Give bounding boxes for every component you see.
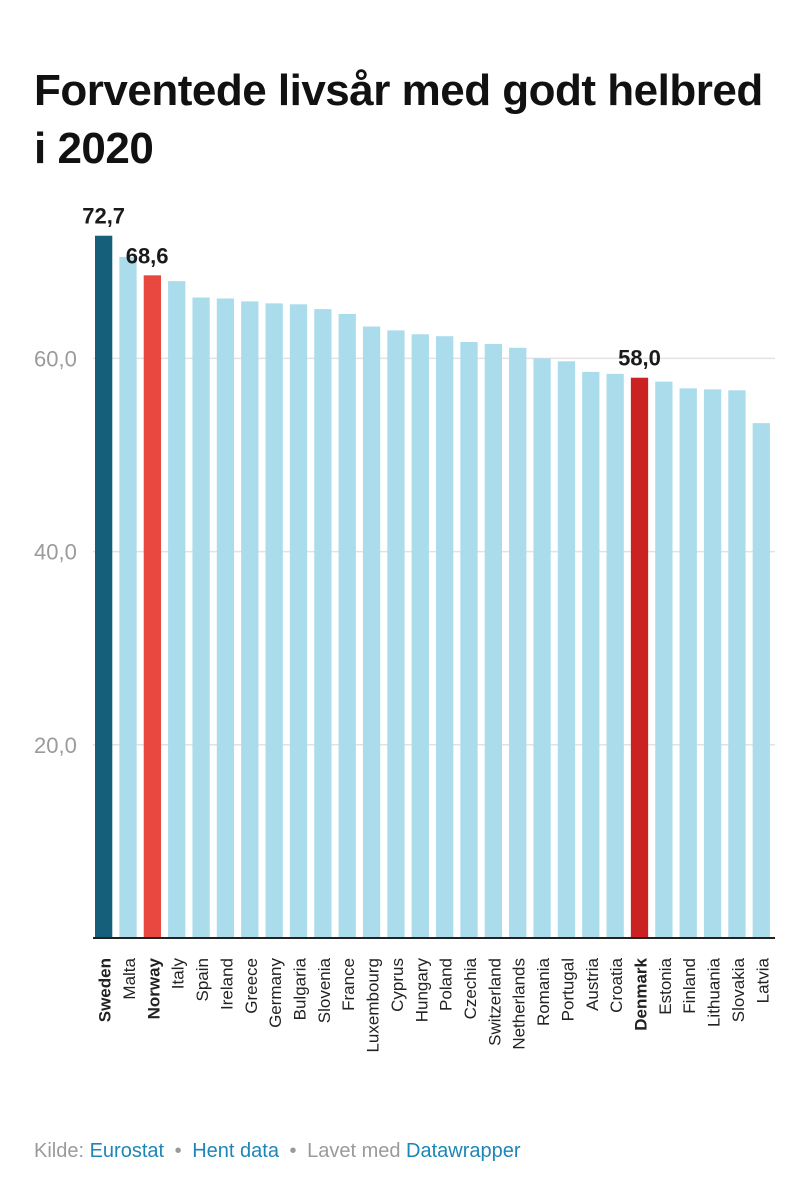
x-tick-label: Finland <box>680 958 699 1014</box>
x-tick-label: Denmark <box>632 957 651 1030</box>
bar-spain[interactable] <box>192 297 210 938</box>
bar-poland[interactable] <box>436 336 454 938</box>
datawrapper-link[interactable]: Datawrapper <box>406 1140 521 1162</box>
x-tick-label: Austria <box>583 957 602 1010</box>
x-tick-label: Ireland <box>217 958 236 1010</box>
bar-netherlands[interactable] <box>509 347 527 938</box>
bar-croatia[interactable] <box>606 373 624 939</box>
bar-chart: 20,0 40,0 60,0 72,768,6 58,0 Sweden Malta Nor… <box>34 204 775 1053</box>
x-tick-label: Czechia <box>461 957 480 1019</box>
data-label-denmark: 58,0 <box>618 346 661 371</box>
x-tick-label: Malta <box>120 957 139 999</box>
bar-greece[interactable] <box>241 301 259 938</box>
bar-slovakia[interactable] <box>728 390 746 938</box>
x-tick-label: Bulgaria <box>291 957 310 1020</box>
x-axis: Sweden Malta Norway Italy Spain Ireland Greece… <box>93 937 775 1053</box>
bar-ireland[interactable] <box>216 298 235 938</box>
bar-austria[interactable] <box>582 371 600 938</box>
x-tick-label: Sweden <box>96 958 115 1022</box>
bar-slovenia[interactable] <box>314 309 332 938</box>
bar-switzerland[interactable] <box>484 343 503 938</box>
bar-germany[interactable] <box>265 303 283 938</box>
y-tick-label: 20,0 <box>34 733 77 758</box>
bar-latvia[interactable] <box>752 423 770 938</box>
data-label-norway: 68,6 <box>126 243 169 268</box>
made-with-text: Lavet med <box>307 1140 401 1162</box>
bar-bulgaria[interactable] <box>289 304 308 939</box>
bar-cyprus[interactable] <box>387 330 405 938</box>
x-tick-label: Germany <box>266 958 285 1028</box>
source-footer: Kilde: Eurostat • Hent data • Lavet med … <box>34 1140 521 1163</box>
x-tick-label: Norway <box>144 957 163 1019</box>
x-tick-label: Spain <box>193 958 212 1001</box>
y-tick-label: 60,0 <box>34 346 77 371</box>
x-tick-label: Switzerland <box>485 958 504 1046</box>
x-tick-label: Latvia <box>753 957 772 1003</box>
bar-france[interactable] <box>338 313 356 938</box>
y-tick-label: 40,0 <box>34 540 77 565</box>
bar-czechia[interactable] <box>460 341 478 938</box>
bar-portugal[interactable] <box>557 361 576 939</box>
x-tick-label: Italy <box>169 958 188 990</box>
bar-norway[interactable] <box>143 275 162 939</box>
x-tick-label: Estonia <box>656 957 675 1014</box>
x-tick-label: Portugal <box>558 958 577 1021</box>
bar-malta[interactable] <box>119 256 137 939</box>
x-tick-label: Poland <box>437 958 456 1011</box>
bar-sweden[interactable] <box>95 235 113 938</box>
source-link-eurostat[interactable]: Eurostat <box>89 1140 165 1162</box>
bar-lithuania[interactable] <box>703 389 722 938</box>
get-data-link[interactable]: Hent data <box>192 1140 279 1162</box>
bar-romania[interactable] <box>533 358 551 938</box>
x-tick-label: Netherlands <box>510 958 529 1050</box>
x-tick-label: Slovenia <box>315 957 334 1023</box>
bars <box>95 235 770 939</box>
x-tick-label: Romania <box>534 957 553 1026</box>
bar-hungary[interactable] <box>411 334 429 938</box>
data-labels: 72,768,6 58,0 <box>82 204 661 371</box>
bar-finland[interactable] <box>679 388 697 938</box>
x-tick-label: France <box>339 958 358 1011</box>
source-prefix: Kilde: <box>34 1140 85 1162</box>
x-tick-label: Cyprus <box>388 958 407 1012</box>
bar-italy[interactable] <box>168 281 186 938</box>
x-tick-label: Greece <box>242 958 261 1014</box>
x-tick-label: Croatia <box>607 957 626 1012</box>
bar-estonia[interactable] <box>655 381 673 939</box>
x-tick-label: Slovakia <box>729 957 748 1022</box>
footer-separator: • <box>289 1140 297 1162</box>
footer-separator: • <box>174 1140 182 1162</box>
data-label-sweden: 72,7 <box>82 204 125 229</box>
bar-luxembourg[interactable] <box>362 326 381 939</box>
x-tick-label: Lithuania <box>705 957 724 1027</box>
x-tick-label: Luxembourg <box>364 958 383 1053</box>
bar-denmark[interactable] <box>630 377 649 939</box>
chart-title: Forventede livsår med godt helbred i 202… <box>34 66 763 173</box>
x-tick-label: Hungary <box>412 958 431 1023</box>
